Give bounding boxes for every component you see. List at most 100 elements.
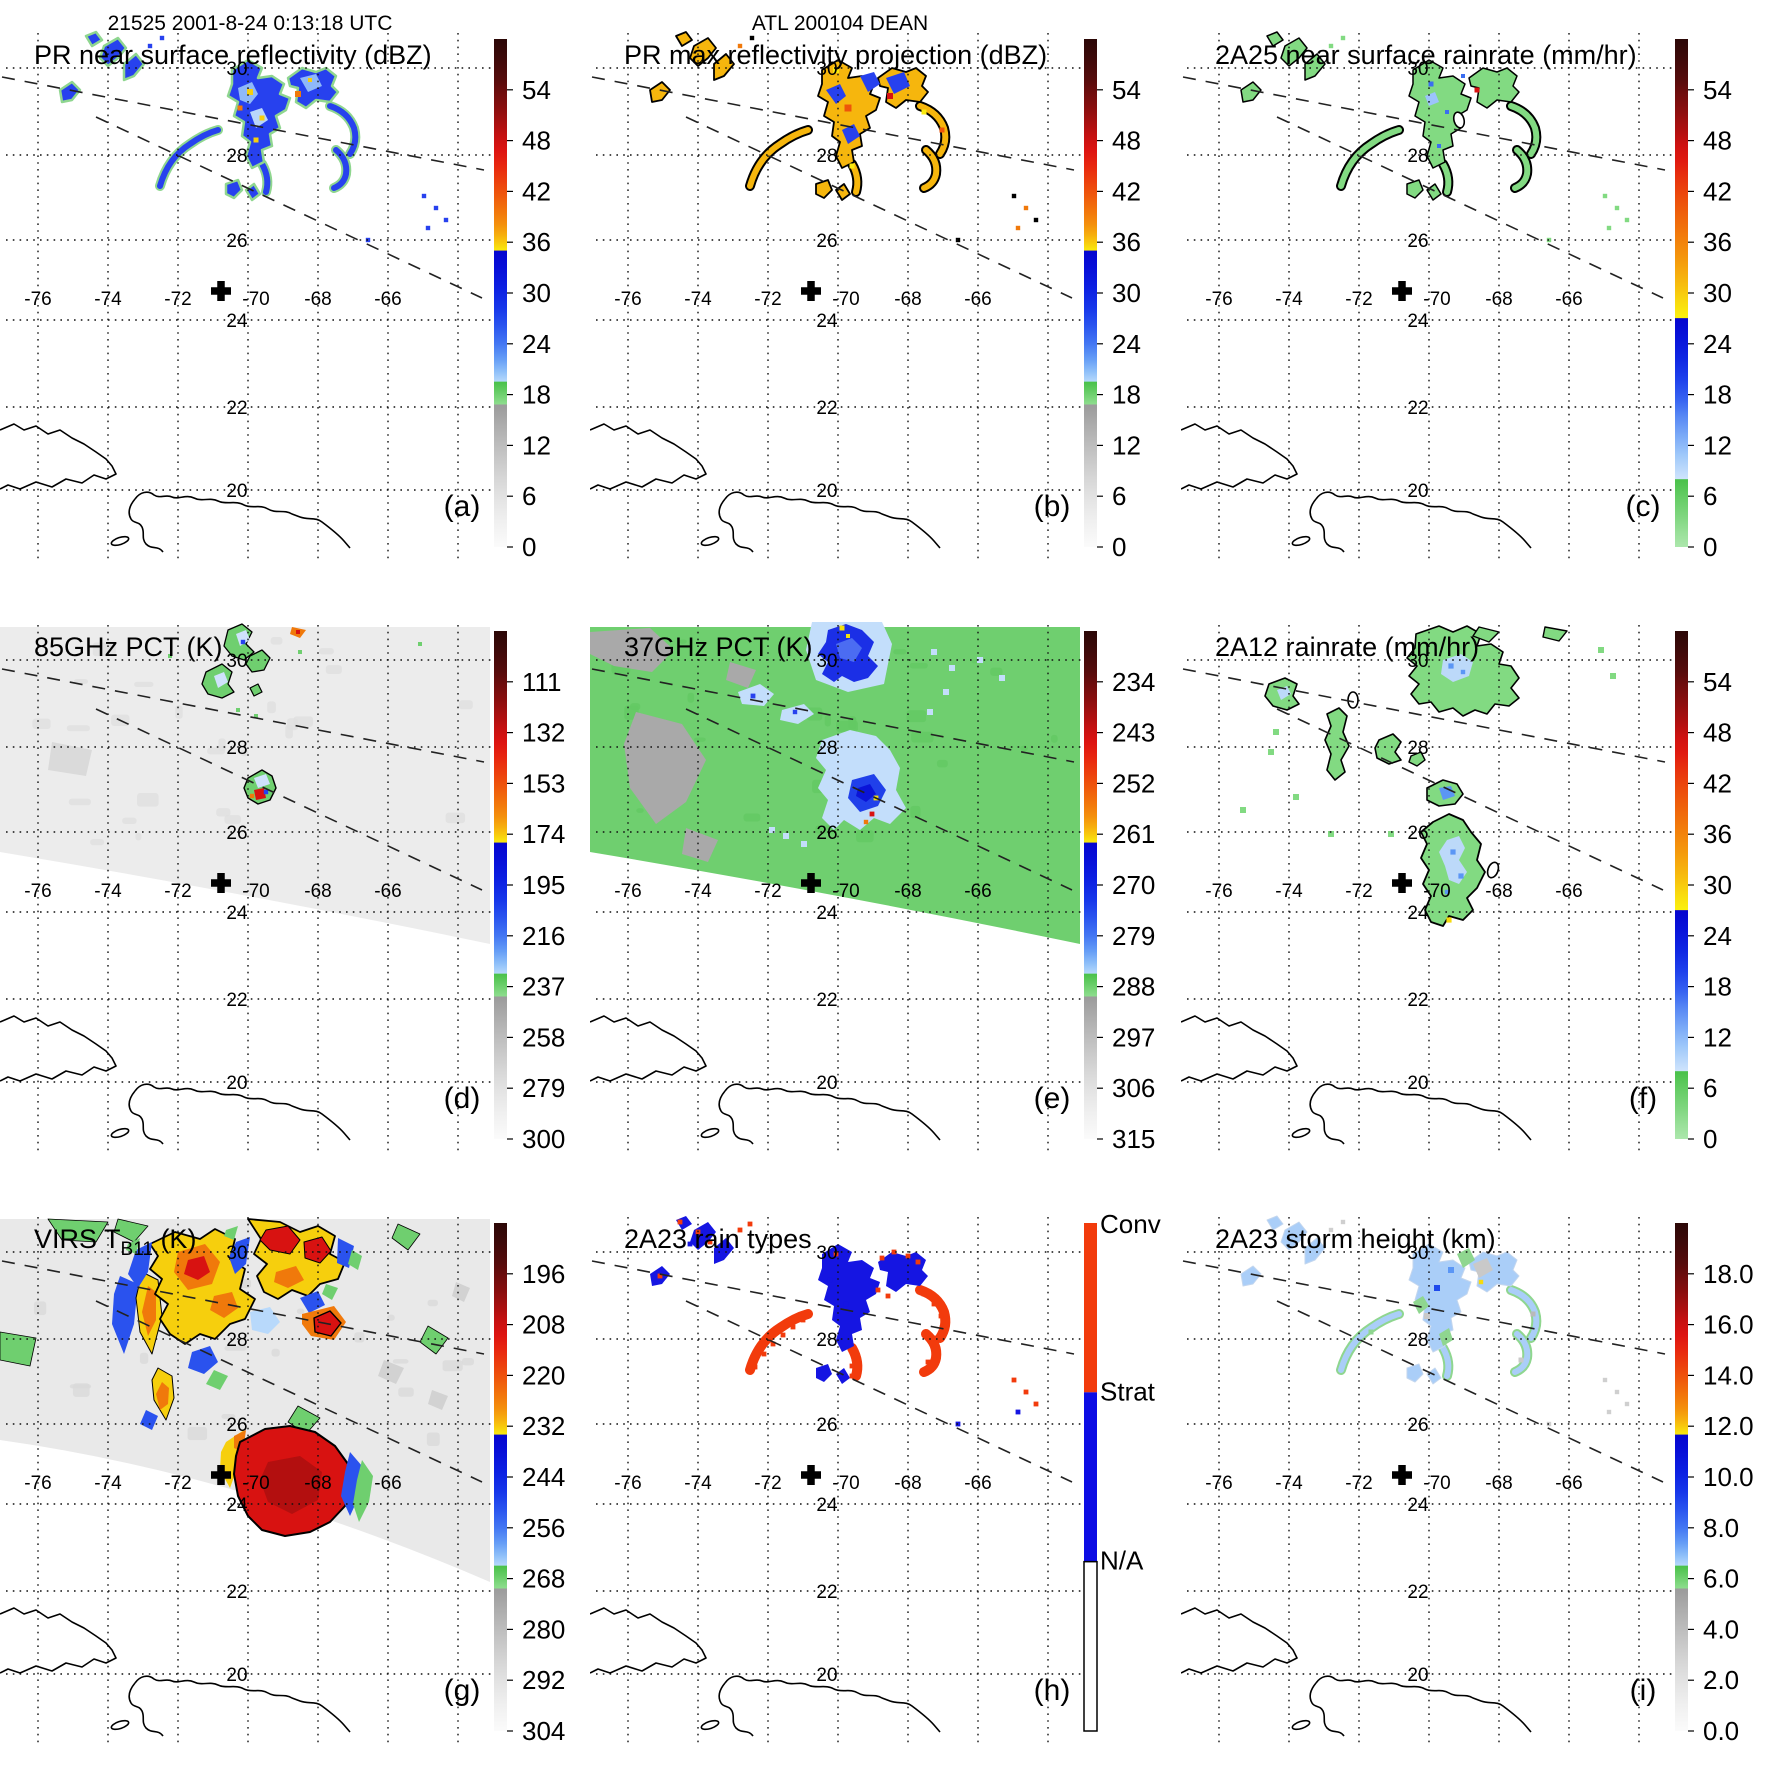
colorbar-tick-label: 208: [522, 1310, 565, 1340]
latlon-labels: -76 -74 -72 -70 -68 -66 30 28 26 24 22 20: [614, 1243, 991, 1686]
storm-shape: [254, 788, 266, 800]
colorbar-tick-label: 36: [522, 227, 551, 257]
storm-shape: [353, 1460, 373, 1522]
colorbar-tick-label: 292: [522, 1665, 565, 1695]
colorbar-tick-label: 14.0: [1703, 1360, 1754, 1390]
colorbar-strat-segment: [1084, 1392, 1097, 1562]
storm-speck: [839, 625, 845, 631]
storm-speck: [1268, 749, 1274, 755]
storm-speck: [737, 1227, 743, 1233]
storm-shape: [1266, 31, 1284, 47]
swath-texture: [836, 720, 858, 733]
storm-speck: [1340, 1219, 1346, 1225]
storm-shape: [214, 672, 228, 688]
swath-edge-line: [1, 668, 485, 763]
storm-shape: [1473, 1258, 1493, 1278]
coastlines: [0, 1015, 351, 1145]
storm-speck: [844, 104, 852, 112]
swath-texture: [66, 725, 90, 732]
swath-texture: [134, 681, 154, 688]
storm-speck: [1614, 1389, 1620, 1395]
swath-texture: [990, 667, 1003, 676]
storm-shape: [816, 1364, 832, 1382]
swath-texture: [271, 1348, 280, 1357]
storm-speck: [1437, 144, 1441, 148]
storm-speck: [1428, 81, 1434, 87]
swath-texture: [911, 731, 934, 743]
hispaniola-coastline: [1315, 1083, 1532, 1141]
swath-texture: [325, 665, 342, 675]
latlon-labels: -76 -74 -72 -70 -68 -66 30 28 26 24 22 20: [24, 1243, 401, 1686]
storm-speck: [1011, 193, 1017, 199]
storm-shape: [1240, 1265, 1262, 1287]
storm-speck: [1458, 873, 1464, 879]
storm-speck: [263, 789, 269, 795]
lon-tick-label: -72: [1345, 1473, 1372, 1494]
storm-arc: [849, 1345, 861, 1379]
storm-speck: [801, 841, 807, 847]
panel-title: 2A12 rainrate (mm/hr): [1215, 632, 1479, 662]
hispaniola-coastline: [134, 1083, 351, 1141]
hispaniola-west-coastline: [128, 1682, 164, 1737]
lat-tick-label: 24: [1407, 311, 1429, 332]
storm-shape: [1374, 733, 1402, 765]
storm-shape: [229, 1237, 250, 1274]
swath-texture: [175, 705, 183, 719]
swath-texture: [824, 714, 831, 727]
colorbar-tick-label: 42: [1703, 768, 1732, 798]
storm-shape: [649, 81, 671, 103]
swath-edge-line: [1, 76, 485, 171]
storm-shape: [156, 1382, 169, 1410]
lon-tick-label: -76: [24, 881, 51, 902]
storm-shape: [726, 662, 756, 688]
swath-texture: [122, 817, 137, 825]
gonave-island: [1291, 535, 1311, 547]
gonave-island: [1291, 1127, 1311, 1139]
storm-speck: [159, 35, 165, 41]
latlon-labels: -76 -74 -72 -70 -68 -66 30 28 26 24 22 20: [1205, 59, 1582, 502]
swath-edge-dashes: [1182, 76, 1666, 299]
storm-speck: [885, 1293, 891, 1299]
lon-tick-label: -66: [964, 289, 991, 310]
lon-tick-label: -74: [684, 881, 712, 902]
colorbar-tick-label: 42: [1112, 176, 1141, 206]
colorbar-tick-label: 232: [522, 1411, 565, 1441]
storm-shape: [126, 1238, 140, 1254]
swath-edge-line: [685, 116, 1073, 299]
swath-texture: [68, 798, 91, 806]
storm-imagery: [650, 1216, 1039, 1427]
lon-tick-label: -72: [164, 289, 191, 310]
colorbar-tick-label: 12: [1112, 430, 1141, 460]
lat-tick-label: 22: [226, 398, 247, 419]
panel-title: 85GHz PCT (K): [34, 632, 223, 662]
colorbar-tick-label: 306: [1112, 1073, 1155, 1103]
colorbar-tick-label: 24: [1703, 921, 1732, 951]
storm-arc: [157, 127, 221, 189]
storm-shape: [224, 178, 244, 200]
colorbar-tick-label: 4.0: [1703, 1614, 1739, 1644]
lat-tick-label: 26: [816, 231, 837, 252]
storm-speck: [1448, 1267, 1454, 1273]
colorbar-tick-label: 258: [522, 1022, 565, 1052]
swath-texture: [442, 1360, 463, 1372]
storm-center-cross-marker: [1392, 281, 1412, 301]
storm-speck: [875, 1287, 881, 1293]
storm-speck: [1624, 1401, 1630, 1407]
storm-shape: [1413, 1296, 1429, 1314]
colorbar-gradient: [1084, 631, 1097, 1139]
lon-tick-label: -76: [614, 289, 641, 310]
swath-edge-line: [1182, 1260, 1666, 1355]
coastlines: [590, 1607, 941, 1737]
storm-speck: [931, 649, 937, 655]
hispaniola-coastline: [1315, 491, 1532, 549]
storm-shape: [1277, 686, 1291, 700]
lon-tick-label: -70: [832, 881, 859, 902]
colorbar-tick-label: 30: [1112, 278, 1141, 308]
colorbar-tick-label: 0: [522, 532, 536, 562]
colorbar-tick-label: 12: [1703, 1022, 1732, 1052]
lat-tick-label: 28: [1407, 1330, 1428, 1351]
storm-shape: [1542, 626, 1568, 642]
storm-imagery: [58, 30, 449, 243]
storm-speck: [240, 639, 246, 645]
